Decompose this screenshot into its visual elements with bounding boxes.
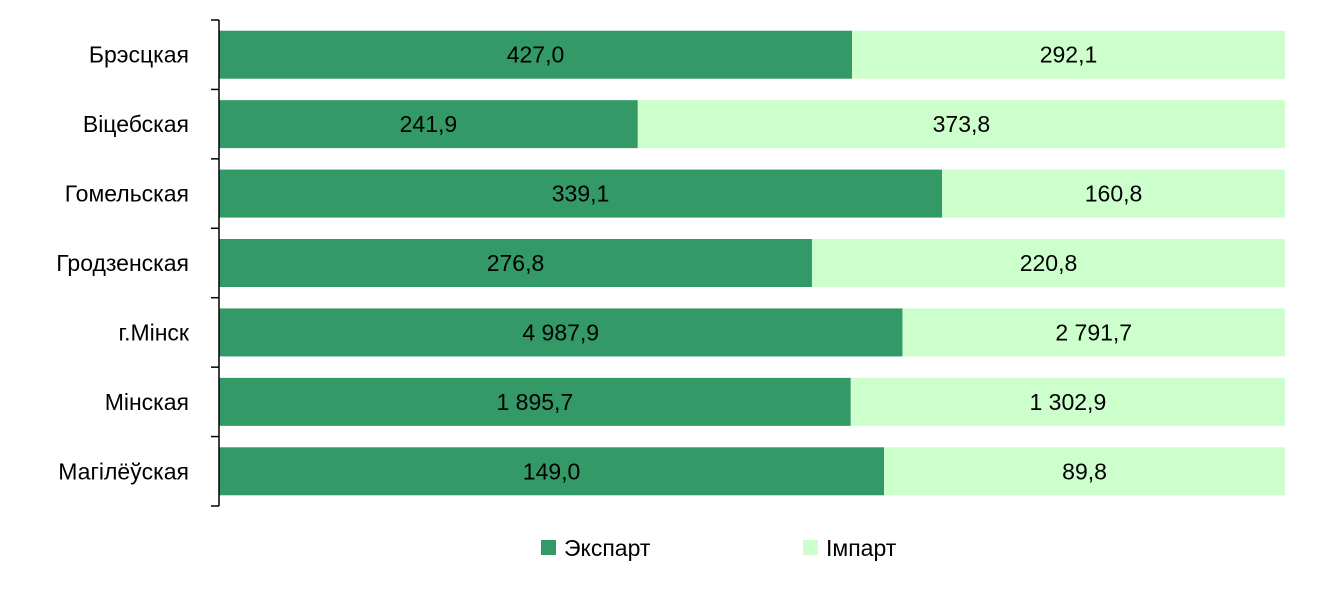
category-label-4: г.Мінск — [118, 319, 189, 345]
legend-label-import: Імпарт — [826, 535, 897, 561]
data-label-import-5: 1 302,9 — [1030, 389, 1107, 415]
bar-export-1 — [219, 100, 638, 149]
data-labels-layer: 427,0 292,1 241,9 373,8 339,1 160,8 276,8 220,8… — [400, 42, 1143, 485]
data-label-export-0: 427,0 — [507, 42, 565, 68]
bar-import-2 — [942, 169, 1285, 218]
data-label-import-0: 292,1 — [1040, 42, 1098, 68]
data-label-import-6: 89,8 — [1062, 458, 1107, 484]
bars-layer — [219, 30, 1285, 496]
category-label-0: Брэсцкая — [89, 42, 189, 68]
data-label-export-2: 339,1 — [552, 181, 610, 207]
bar-import-3 — [811, 239, 1285, 287]
legend-swatch-export — [541, 540, 556, 555]
legend-label-export: Экспарт — [564, 535, 651, 561]
bar-import-1 — [637, 100, 1285, 149]
data-label-import-4: 2 791,7 — [1055, 319, 1132, 345]
category-label-1: Віцебская — [83, 111, 189, 137]
data-label-import-3: 220,8 — [1020, 250, 1078, 276]
bar-import-5 — [850, 377, 1285, 426]
category-label-2: Гомельская — [65, 181, 189, 207]
data-label-export-1: 241,9 — [400, 111, 458, 137]
bar-export-2 — [219, 169, 943, 218]
bar-export-0 — [219, 30, 852, 79]
category-label-5: Мінская — [105, 389, 189, 415]
bar-import-0 — [851, 30, 1285, 79]
legend-swatch-import — [803, 540, 818, 555]
bar-export-4 — [219, 308, 903, 357]
data-label-export-6: 149,0 — [523, 458, 581, 484]
bar-export-6 — [219, 447, 885, 496]
bar-import-6 — [884, 447, 1285, 496]
category-axis: Брэсцкая Віцебская Гомельская Гродзенская г.… — [56, 19, 220, 507]
bar-export-5 — [219, 377, 851, 426]
category-label-6: Магілёўская — [58, 458, 189, 484]
data-label-export-5: 1 895,7 — [497, 389, 574, 415]
data-label-import-1: 373,8 — [933, 111, 991, 137]
legend: Экспарт Імпарт — [541, 535, 897, 561]
data-label-export-3: 276,8 — [487, 250, 545, 276]
category-label-3: Гродзенская — [56, 250, 189, 276]
bar-import-4 — [902, 308, 1285, 357]
data-label-export-4: 4 987,9 — [522, 319, 599, 345]
bar-export-3 — [219, 239, 812, 287]
data-label-import-2: 160,8 — [1085, 181, 1143, 207]
